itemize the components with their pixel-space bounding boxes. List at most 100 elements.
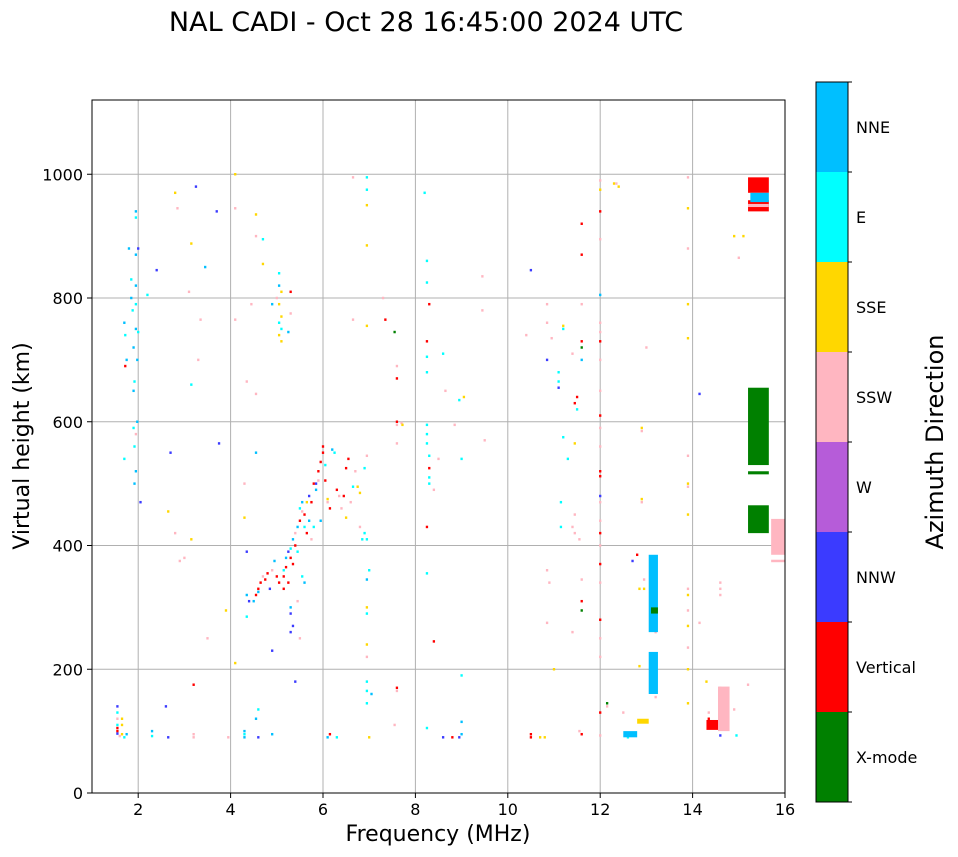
echo-point: [525, 333, 528, 337]
echo-point: [441, 352, 445, 355]
echo-point: [444, 389, 447, 393]
colorbar-title: Azimuth Direction: [921, 335, 949, 550]
echo-point: [289, 547, 292, 550]
colorbar-swatch: [816, 712, 848, 802]
echo-point: [301, 510, 304, 513]
echo-point: [599, 519, 602, 522]
echo-block: [648, 554, 658, 633]
echo-point: [395, 364, 399, 368]
echo-point: [134, 327, 138, 331]
echo-point: [271, 649, 274, 652]
plot-area: 2 4 6 8 10 12 14 16 0 200 400 600 800 1000: [42, 99, 795, 819]
echo-point: [217, 442, 221, 445]
x-tick-label: 16: [775, 800, 795, 819]
echo-point: [707, 711, 710, 714]
echo-point: [370, 692, 373, 696]
echo-point: [481, 275, 484, 278]
echo-point: [344, 466, 348, 470]
echo-point: [428, 482, 431, 485]
echo-point: [580, 340, 583, 343]
echo-point: [310, 538, 313, 541]
echo-point: [529, 736, 533, 739]
echo-point: [174, 191, 177, 195]
echo-point: [289, 312, 292, 315]
echo-point: [686, 485, 690, 488]
echo-block: [623, 731, 638, 738]
echo-point: [340, 507, 343, 510]
echo-point: [365, 176, 369, 179]
echo-point: [481, 309, 484, 312]
echo-point: [132, 346, 135, 349]
echo-point: [284, 565, 288, 569]
y-tick-label: 400: [52, 537, 83, 556]
echo-point: [127, 247, 131, 250]
echo-point: [284, 556, 288, 560]
x-tick-label: 4: [226, 800, 236, 819]
echo-point: [428, 454, 431, 458]
colorbar-label: SSW: [856, 388, 892, 407]
x-tick-label: 8: [410, 800, 420, 819]
echo-point: [368, 569, 371, 572]
echo-point: [178, 559, 181, 563]
echo-point: [326, 500, 329, 504]
echo-point: [169, 451, 172, 454]
echo-point: [615, 182, 618, 185]
echo-point: [116, 723, 119, 727]
echo-point: [134, 284, 138, 287]
echo-point: [287, 581, 290, 584]
echo-point: [425, 281, 429, 284]
y-tick-label: 600: [52, 413, 83, 432]
echo-point: [324, 479, 327, 482]
echo-point: [361, 538, 364, 541]
echo-point: [234, 173, 237, 176]
echo-point: [578, 538, 581, 541]
echo-point: [294, 531, 297, 535]
echo-point: [324, 463, 327, 467]
echo-point: [365, 538, 369, 541]
echo-point: [187, 290, 191, 294]
echo-point: [116, 705, 119, 708]
echo-point: [599, 330, 602, 334]
echo-point: [319, 519, 322, 522]
echo-point: [562, 324, 565, 328]
echo-point: [301, 500, 304, 504]
echo-point: [199, 318, 202, 321]
echo-point: [686, 482, 690, 485]
colorbar-swatch: [816, 532, 848, 622]
echo-point: [483, 439, 486, 442]
echo-point: [425, 432, 429, 436]
echo-point: [365, 689, 369, 693]
echo-point: [428, 466, 431, 470]
echo-point: [395, 686, 399, 690]
echo-point: [432, 640, 436, 643]
echo-point: [194, 185, 198, 188]
echo-point: [289, 556, 292, 560]
echo-point: [277, 284, 281, 287]
echo-point: [243, 736, 246, 739]
colorbar: X-mode Vertical NNW W SSW SSE E NNE: [815, 81, 917, 803]
echo-point: [573, 531, 576, 535]
echo-point: [698, 621, 701, 625]
echo-point: [277, 581, 281, 584]
echo-point: [458, 736, 461, 739]
echo-point: [134, 302, 138, 306]
echo-point: [124, 333, 127, 337]
echo-point: [631, 559, 634, 563]
y-axis-ticks: 0 200 400 600 800 1000: [42, 165, 92, 803]
echo-point: [573, 401, 576, 405]
echo-point: [321, 451, 325, 454]
echo-point: [580, 732, 583, 736]
echo-point: [638, 664, 641, 668]
echo-point: [545, 321, 549, 324]
echo-point: [245, 593, 248, 597]
echo-point: [599, 500, 602, 504]
echo-point: [425, 442, 429, 445]
echo-block: [706, 719, 719, 730]
echo-point: [365, 324, 369, 328]
echo-point: [557, 371, 560, 374]
y-tick-label: 800: [52, 289, 83, 308]
echo-point: [580, 358, 583, 362]
echo-point: [130, 278, 133, 281]
echo-point: [460, 720, 463, 724]
echo-point: [395, 377, 399, 380]
